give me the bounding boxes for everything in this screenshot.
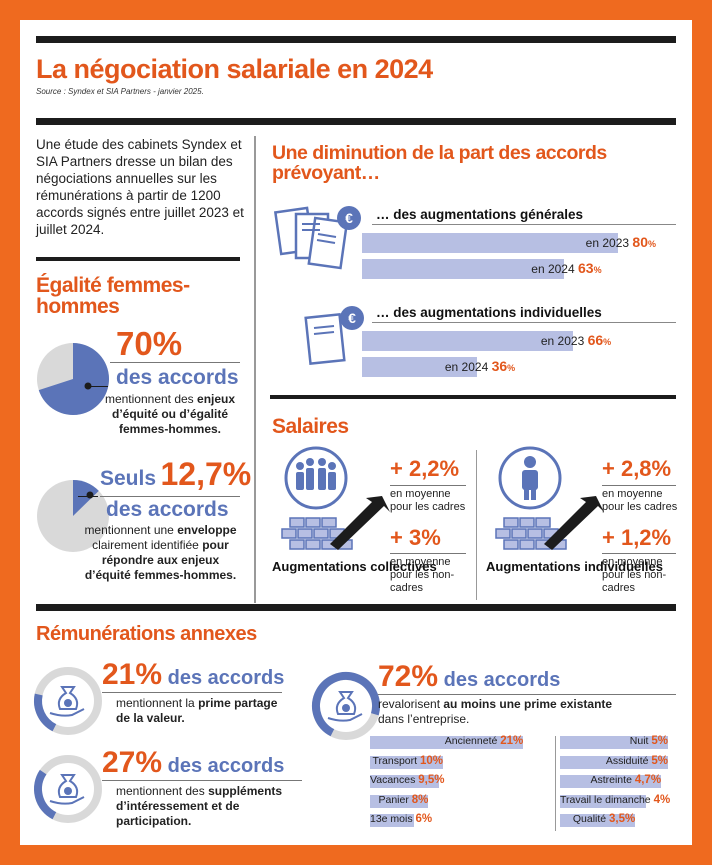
svg-text:€: € [345, 210, 353, 226]
egalite-heading: Égalité femmes-hommes [36, 274, 190, 318]
collectives-cadres-value: + 2,2% [390, 456, 460, 481]
gauge-72-icon [312, 672, 380, 740]
individual-growth-icon [495, 446, 604, 550]
page-title: La négociation salariale en 2024 [36, 54, 433, 84]
prime-bar [370, 736, 524, 749]
source-note: Source : Syndex et SIA Partners - janvie… [36, 87, 204, 96]
collectives-noncadres-value: + 3% [390, 525, 441, 550]
prime-label: Qualité 3,5% [572, 813, 636, 825]
collective-growth-icon [281, 446, 390, 550]
prime-label: Nuit 5% [629, 735, 668, 747]
prime-bar [560, 736, 668, 749]
gauge-27-arc [34, 769, 57, 820]
pie-12-7-dot [86, 491, 94, 499]
bar-indiv-2023-label: en 2023 66% [540, 332, 612, 348]
prime-label: Vacances 9,5% [370, 774, 445, 786]
intro-text: Une étude des cabinets Syndex et SIA Par… [36, 137, 244, 237]
individuelles-label: Augmentations individuelles [486, 559, 663, 574]
stat-70-value: 70% [116, 325, 183, 362]
gauge-21-icon [34, 667, 102, 735]
aug-individuelles-title: … des augmentations individuelles [376, 305, 602, 320]
pie-12-7-slice [73, 480, 99, 516]
annexe-72-desc: revalorisent au moins une prime existant… [378, 697, 613, 726]
prime-label: Travail le dimanche 4% [560, 793, 671, 806]
stat-12-7-header: Seuls 12,7% [100, 456, 252, 492]
prime-bar [370, 794, 429, 808]
gauge-72-arc [312, 672, 380, 737]
stat-70-desc: mentionnent des enjeux d’équité ou d’éga… [104, 392, 236, 436]
individuelles-cadres-desc: en moyenne pour les cadres [602, 488, 678, 513]
pie-70-slice [38, 343, 110, 415]
individuelles-noncadres-value: + 1,2% [602, 525, 672, 550]
top-rule [36, 36, 676, 43]
annexes-heading: Rémunérations annexes [36, 623, 257, 645]
annexe-21-desc: mentionnent la prime partage de la valeu… [116, 696, 278, 725]
stat-70-label: des accords [116, 366, 239, 389]
prime-label: 13e mois 6% [370, 813, 433, 825]
stat-12-7-label: des accords [106, 498, 229, 521]
individuelles-cadres-value: + 2,8% [602, 456, 672, 481]
collectives-cadres-desc: en moyenne pour les cadres [390, 488, 466, 513]
documents-icon: € [274, 206, 361, 270]
aug-generales-title: … des augmentations générales [376, 207, 584, 222]
bar-generales-2024 [362, 259, 564, 279]
bar-indiv-2023 [362, 331, 574, 351]
annexe-27-desc: mentionnent des suppléments d’intéressem… [116, 784, 283, 828]
diminution-heading: Une diminution de la part des accords pr… [272, 142, 607, 184]
bar-generales-2023-label: en 2023 80% [585, 234, 656, 250]
prime-bar [370, 755, 443, 769]
collectives-noncadres-desc: en moyenne pour les non-cadres [390, 556, 455, 594]
infographic-card: La négociation salariale en 2024 Source … [20, 20, 692, 845]
stat-12-7-desc: mentionnent une enveloppe clairement ide… [84, 523, 237, 582]
annexe-72-header: 72% des accords [378, 660, 561, 693]
gauge-27-icon [34, 755, 102, 823]
bar-generales-2024-label: en 2024 63% [531, 260, 602, 276]
pie-12-7 [37, 480, 109, 552]
prime-label: Ancienneté 21% [444, 735, 524, 747]
prime-bar [370, 814, 414, 827]
bar-indiv-2024 [362, 357, 478, 377]
bar-generales-2023 [362, 233, 618, 253]
egalite-rule [36, 257, 240, 261]
bar-indiv-2024-label: en 2024 36% [444, 358, 516, 374]
section-rule [36, 118, 676, 125]
svg-text:€: € [348, 310, 356, 326]
individuelles-noncadres-desc: en moyenne pour les non-cadres [602, 556, 667, 594]
prime-bar [560, 755, 668, 769]
document-icon: € [304, 306, 364, 366]
prime-label: Assiduité 5% [605, 754, 668, 767]
prime-bar [560, 794, 646, 808]
collectives-label: Augmentations collectives [272, 559, 437, 574]
prime-bar [370, 775, 440, 788]
prime-label: Panier 8% [378, 793, 429, 806]
salaires-heading: Salaires [272, 415, 349, 438]
salaires-rule [270, 395, 676, 399]
prime-label: Astreinte 4,7% [590, 774, 662, 786]
annexes-rule [36, 604, 676, 611]
annexe-21-header: 21% des accords [102, 658, 285, 691]
pie-70 [37, 343, 110, 415]
prime-bar [560, 814, 636, 827]
prime-bar [560, 775, 662, 788]
column-divider [254, 136, 256, 603]
gauge-21-arc [34, 693, 57, 732]
annexe-27-header: 27% des accords [102, 746, 285, 779]
prime-label: Transport 10% [372, 754, 444, 767]
